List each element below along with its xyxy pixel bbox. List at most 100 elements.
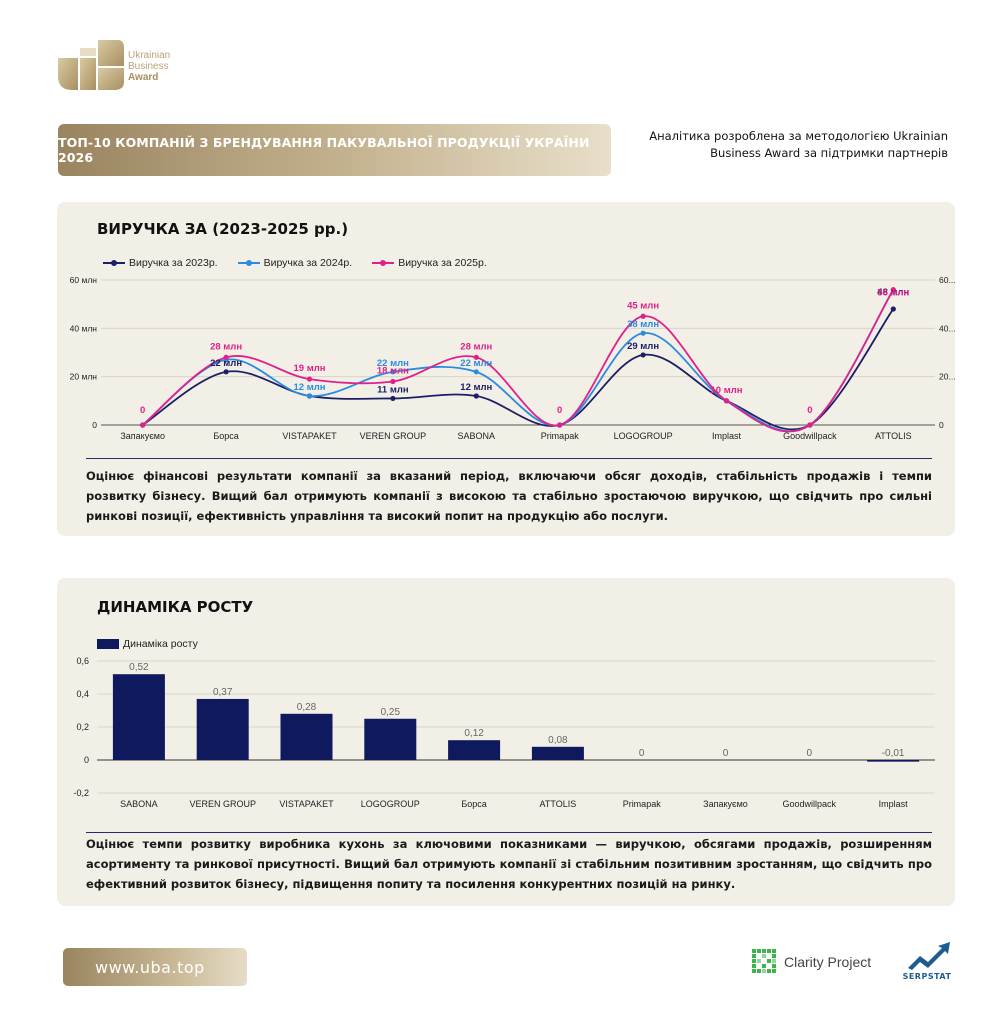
x-tick-label: Implast (879, 799, 909, 809)
x-tick-label: Goodwillpack (783, 799, 837, 809)
legend-swatch-growth (97, 639, 119, 649)
data-label: 10 млн (710, 385, 742, 396)
methodology-note: Аналітика розроблена за методологією Ukr… (640, 128, 948, 162)
data-point (473, 369, 479, 375)
logo-line1: Ukrainian (128, 50, 171, 61)
growth-legend: Динаміка росту (97, 638, 218, 650)
data-label: 48 млн (877, 287, 909, 298)
bar-value-label: 0,37 (213, 687, 233, 698)
partner-clarity-name: Clarity Project (784, 954, 872, 970)
data-label: 0 (140, 405, 145, 416)
data-label: 12 млн (460, 382, 492, 393)
legend-label-growth: Динаміка росту (123, 638, 198, 650)
bar-value-label: 0 (723, 748, 729, 759)
brand-logo: Ukrainian Business Award (56, 36, 196, 92)
data-label: 0 (807, 405, 812, 416)
uba-logo-icon (58, 40, 124, 90)
data-point (557, 422, 563, 428)
bar-value-label: 0,25 (381, 707, 401, 718)
x-tick-label: ATTOLIS (540, 799, 577, 809)
data-point (306, 393, 313, 399)
partner-serpstat[interactable]: SERPSTAT (898, 940, 956, 984)
serpstat-chart-icon (908, 942, 950, 970)
bar-value-label: 0,12 (464, 728, 484, 739)
data-label: 18 млн (377, 366, 409, 377)
x-tick-label: LOGOGROUP (361, 799, 420, 809)
x-tick-label: Запакуємо (120, 431, 165, 441)
data-point (390, 378, 396, 385)
x-tick-label: Primapak (541, 431, 580, 441)
data-point (890, 287, 896, 293)
website-link[interactable]: www.uba.top (63, 948, 247, 986)
data-label: 12 млн (293, 382, 325, 393)
x-tick-label: Запакуємо (703, 799, 748, 809)
partner-serpstat-name: SERPSTAT (902, 972, 952, 981)
data-point (306, 376, 313, 382)
y-tick-label: 20 млн (70, 372, 98, 382)
data-point (890, 306, 896, 312)
data-point (390, 369, 396, 375)
revenue-description: Оцінює фінансові результати компанії за … (86, 469, 932, 523)
data-label: 11 млн (377, 384, 409, 395)
y-tick-label: 60 млн (70, 275, 98, 285)
y-tick-label: 0,6 (76, 656, 89, 666)
x-tick-label: VEREN GROUP (189, 799, 256, 809)
partner-clarity-project[interactable]: Clarity Project (752, 948, 871, 976)
x-tick-label: Implast (712, 431, 742, 441)
series-line-1 (142, 289, 895, 432)
x-tick-label: LOGOGROUP (614, 431, 673, 441)
legend-label-2023: Виручка за 2023р. (129, 257, 218, 269)
bar (364, 718, 417, 760)
data-point (223, 354, 229, 360)
x-tick-label: ATTOLIS (875, 431, 912, 441)
bar (531, 746, 584, 760)
y-tick-label: 0 (92, 420, 97, 430)
y-tick-label: -0,2 (73, 788, 89, 798)
clarity-grid-icon (752, 949, 776, 973)
bar-value-label: -0,01 (882, 748, 905, 759)
data-point (223, 369, 229, 375)
bar (867, 760, 920, 762)
bar-value-label: 0 (639, 748, 645, 759)
data-point (640, 313, 646, 319)
y-right-tick-label: 0 (939, 420, 944, 430)
data-point (640, 352, 646, 358)
legend-swatch-2024 (237, 260, 260, 266)
growth-bar-chart: -0,2 0 0,2 0,4 0,6 0,52 0,37 0,28 0,25 0,12 0,08 0 0… (73, 656, 935, 809)
bar-value-label: 0,08 (548, 735, 568, 746)
growth-panel: ДИНАМІКА РОСТУ Динаміка росту -0,2 0 0,2 0,… (57, 578, 955, 906)
x-tick-label: SABONA (458, 431, 496, 441)
legend-item-2023: Виручка за 2023р. (103, 257, 218, 269)
data-point (473, 354, 479, 360)
x-tick-label: Борса (461, 799, 486, 809)
bar (196, 698, 249, 760)
data-label: 0 (557, 405, 562, 416)
legend-label-2024: Виручка за 2024р. (263, 257, 353, 269)
bar (448, 740, 501, 760)
bar-value-label: 0,28 (297, 702, 317, 713)
data-label: 28 млн (460, 341, 492, 352)
page-title: ТОП-10 КОМПАНІЙ З БРЕНДУВАННЯ ПАКУВАЛЬНО… (58, 124, 611, 176)
x-tick-label: VEREN GROUP (360, 431, 427, 441)
revenue-legend: Виручка за 2023р. Виручка за 2024р. Виру… (103, 257, 507, 269)
data-label: 22 млн (210, 358, 242, 369)
data-label: 29 млн (627, 341, 659, 352)
data-point (640, 330, 646, 336)
series-line-2 (142, 289, 895, 433)
data-point (390, 395, 396, 402)
legend-swatch-2025 (372, 260, 395, 266)
legend-item-2025: Виручка за 2025р. (372, 257, 487, 269)
legend-item-growth: Динаміка росту (97, 638, 198, 650)
data-label: 28 млн (210, 341, 242, 352)
methodology-note-line1: Аналітика розроблена за методологією Ukr… (649, 129, 948, 143)
data-label: 22 млн (460, 358, 492, 369)
data-label: 38 млн (627, 319, 659, 330)
revenue-chart-title: ВИРУЧКА ЗА (2023-2025 рр.) (97, 220, 349, 238)
y-tick-label: 40 млн (70, 323, 98, 333)
series-line-0 (142, 308, 895, 431)
legend-item-2024: Виручка за 2024р. (237, 257, 353, 269)
data-label: 19 млн (293, 363, 325, 374)
x-tick-label: Борса (213, 431, 238, 441)
bar-value-label: 0 (807, 748, 813, 759)
logo-line2: Business (128, 61, 169, 72)
